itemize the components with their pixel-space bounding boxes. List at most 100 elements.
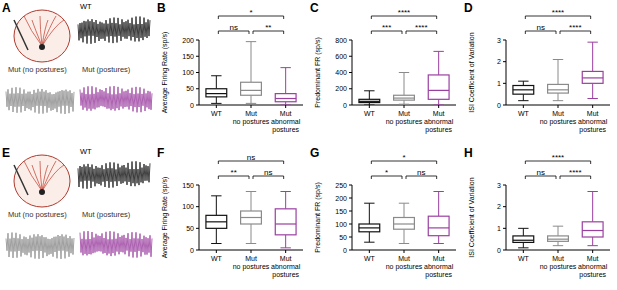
x-tick-label-line: postures xyxy=(272,126,299,134)
y-tick xyxy=(349,250,352,251)
y-axis-line xyxy=(352,185,353,250)
dendrite xyxy=(42,161,56,191)
cap-min xyxy=(246,243,256,244)
x-tick xyxy=(285,250,286,253)
y-tick xyxy=(503,206,506,207)
cap-max xyxy=(518,228,528,229)
y-tick xyxy=(503,250,506,251)
trace-label: Mut (postures) xyxy=(82,210,131,219)
y-tick xyxy=(349,40,352,41)
illustration-panel: AWTMut (no postures)Mut (postures) xyxy=(2,1,152,114)
dendrite xyxy=(24,161,42,191)
magnifier xyxy=(14,155,70,207)
x-tick-label: Mutabnormalpostures xyxy=(578,110,608,134)
y-tick-label: 200 xyxy=(182,37,194,44)
x-tick-label-line: WT xyxy=(518,255,530,262)
median xyxy=(548,89,569,90)
y-tick xyxy=(196,185,199,186)
x-tick xyxy=(558,105,559,108)
y-axis-line xyxy=(506,185,507,250)
y-tick-label: 800 xyxy=(335,37,347,44)
cap-min xyxy=(211,243,221,244)
whisker-high xyxy=(558,226,559,236)
x-tick-label-line: Mut xyxy=(552,110,564,117)
whisker-high xyxy=(592,42,593,71)
x-tick-label: Mutabnormalpostures xyxy=(271,110,301,134)
soma xyxy=(39,189,45,195)
whisker-high xyxy=(404,73,405,96)
y-axis-label: ISI Coefficient of Variation xyxy=(468,177,475,257)
cap-max xyxy=(364,90,374,91)
box xyxy=(359,99,380,102)
y-tick xyxy=(349,72,352,73)
soma xyxy=(39,44,45,50)
median xyxy=(582,230,603,231)
box xyxy=(582,222,603,237)
y-tick xyxy=(196,228,199,229)
whisker-low xyxy=(404,229,405,243)
whisker-high xyxy=(216,196,217,216)
median xyxy=(394,223,415,224)
trace xyxy=(80,86,152,112)
cap-min xyxy=(399,243,409,244)
x-tick-label: Mutabnormalpostures xyxy=(424,110,454,134)
cap-max xyxy=(399,203,409,204)
box-panel: GPredominant FR (sp/s)050100150200250WTM… xyxy=(310,146,456,279)
significance-label: **** xyxy=(569,23,581,32)
box xyxy=(394,95,415,100)
cap-min xyxy=(246,103,256,104)
y-axis-label: Average Firing Rate (sp/s) xyxy=(161,177,169,259)
x-tick-label-line: abnormal xyxy=(578,263,608,270)
significance-label: * xyxy=(249,8,252,17)
y-tick xyxy=(349,88,352,89)
cap-max xyxy=(587,191,597,192)
box xyxy=(548,236,569,241)
cap-max xyxy=(364,203,374,204)
median xyxy=(548,239,569,240)
significance-label: ns xyxy=(264,168,272,177)
y-tick xyxy=(503,83,506,84)
box-panel: CPredominant FR (sp/s)0200400600800WTMut… xyxy=(310,1,456,134)
x-tick-label-line: abnormal xyxy=(424,118,454,125)
y-tick-label: 100 xyxy=(182,203,194,210)
y-tick xyxy=(349,224,352,225)
box xyxy=(548,84,569,93)
cap-max xyxy=(553,59,563,60)
significance-label: **** xyxy=(398,8,410,17)
x-tick xyxy=(404,105,405,108)
x-tick-label: WT xyxy=(211,110,223,117)
x-tick-label-line: no postures xyxy=(540,263,577,271)
cap-max xyxy=(587,42,597,43)
x-tick-label-line: Mut xyxy=(398,110,410,117)
cap-min xyxy=(364,242,374,243)
y-tick-label: 3 xyxy=(497,37,501,44)
dendrite xyxy=(42,16,56,46)
cap-max xyxy=(280,191,290,192)
x-tick xyxy=(369,105,370,108)
cap-max xyxy=(399,72,409,73)
x-tick-label-line: WT xyxy=(364,255,376,262)
whisker-low xyxy=(438,99,439,105)
box xyxy=(206,215,227,228)
x-tick-label-line: Mut xyxy=(398,255,410,262)
x-tick-label-line: abnormal xyxy=(271,118,301,125)
x-tick-label-line: no postures xyxy=(386,118,423,126)
median xyxy=(241,90,262,91)
significance-label: ** xyxy=(265,23,271,32)
electrode xyxy=(14,20,28,50)
cap-min xyxy=(364,105,374,106)
marks xyxy=(513,192,603,248)
y-tick xyxy=(196,105,199,106)
cap-min xyxy=(211,103,221,104)
trace-label: Mut (no postures) xyxy=(8,210,67,219)
x-tick-label-line: postures xyxy=(272,271,299,279)
trace xyxy=(78,17,150,44)
y-tick-label: 0 xyxy=(343,102,347,109)
x-tick-label-line: no postures xyxy=(540,118,577,126)
trace xyxy=(6,87,74,114)
whisker-low xyxy=(438,236,439,244)
whisker-low xyxy=(523,242,524,247)
y-tick-label: 100 xyxy=(335,221,347,228)
significance-label: ns xyxy=(536,168,544,177)
y-tick-label: 200 xyxy=(335,85,347,92)
